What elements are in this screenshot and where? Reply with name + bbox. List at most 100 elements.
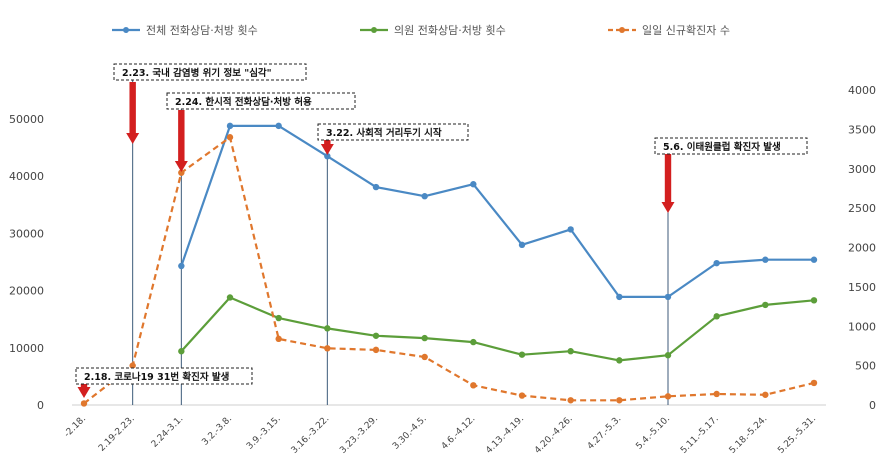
legend-marker-0	[123, 27, 129, 33]
series-point-1	[421, 334, 428, 342]
right-tick-label: 1500	[848, 281, 876, 294]
series-point-2	[762, 391, 769, 398]
x-tick-label: 3.23.-3.29.	[338, 414, 380, 456]
annotation-box	[113, 63, 307, 81]
series-point-0	[664, 293, 672, 301]
x-tick-label: 5.18.-5.24.	[728, 414, 770, 456]
series-point-0	[518, 241, 526, 249]
legend-label-2: 일일 신규확진자 수	[642, 23, 730, 37]
series-point-0	[372, 183, 380, 191]
event-arrow	[77, 381, 91, 398]
legend-label-1: 의원 전화상담·처방 횟수	[394, 24, 506, 37]
annotation-label: 5.6. 이태원클럽 확진자 발생	[663, 141, 781, 153]
series-point-0	[470, 181, 477, 188]
series-lines	[80, 122, 818, 407]
series-point-2	[324, 345, 331, 352]
series-point-0	[810, 256, 818, 263]
series-point-2	[664, 393, 672, 400]
annotations: 2.18. 코로나19 31번 확진자 발생 2.23. 국내 감염병 위기 정보…	[75, 63, 808, 398]
event-arrow	[126, 82, 140, 144]
series-point-1	[616, 357, 623, 364]
annotation-box	[166, 92, 356, 110]
series-point-2	[129, 362, 136, 369]
right-tick-label: 1000	[848, 320, 876, 333]
series-point-0	[226, 122, 234, 130]
right-tick-label: 500	[855, 360, 876, 373]
series-point-1	[762, 301, 769, 309]
series-point-0	[275, 122, 282, 130]
series-point-1	[226, 294, 234, 301]
series-point-1	[470, 338, 477, 346]
x-tick-label: 4.27.-5.3.	[586, 414, 624, 452]
x-tick-label: 4.13.-4.19.	[484, 414, 526, 456]
annotation-box	[317, 123, 469, 141]
legend-marker-2	[619, 27, 625, 33]
x-tick-label: 3.9.-3.15.	[245, 414, 283, 452]
series-point-2	[226, 134, 234, 141]
series-point-1	[567, 348, 574, 355]
series-point-1	[275, 314, 282, 322]
series-point-1	[178, 348, 185, 355]
series-point-1	[810, 297, 818, 304]
series-line-2	[83, 136, 815, 405]
x-tick-label: 2.19-2.23.	[97, 414, 137, 454]
series-point-2	[178, 169, 185, 176]
series-point-1	[324, 325, 331, 332]
event-arrow	[320, 140, 334, 155]
series-point-0	[762, 256, 769, 263]
annotation-label: 2.18. 코로나19 31번 확진자 발생	[84, 371, 229, 383]
series-point-1	[518, 351, 526, 358]
series-point-0	[567, 226, 574, 233]
left-tick-label: 10000	[9, 342, 44, 355]
right-tick-label: 3500	[848, 123, 876, 136]
annotation-box	[75, 367, 253, 385]
x-tick-label: 5.4.-5.10.	[634, 414, 672, 452]
annotation-label: 3.22. 사회적 거리두기 시작	[326, 127, 442, 139]
right-tick-label: 2500	[848, 202, 876, 215]
annotation-label: 2.23. 국내 감염병 위기 정보 "심각"	[122, 67, 272, 79]
right-tick-label: 3000	[848, 163, 876, 176]
series-point-1	[664, 352, 672, 359]
series-point-2	[810, 379, 818, 387]
x-tick-label: -2.18.	[63, 414, 89, 440]
left-tick-label: 40000	[9, 170, 44, 183]
x-tick-label: 3.16.-3.22.	[290, 414, 332, 456]
left-tick-label: 50000	[9, 113, 44, 126]
right-tick-label: 0	[869, 399, 876, 412]
series-point-0	[616, 293, 623, 301]
x-tick-label: 3.30.-4.5.	[391, 414, 429, 452]
x-tick-label: 4.6.-4.12.	[440, 414, 478, 452]
right-tick-label: 2000	[848, 242, 876, 255]
series-point-0	[713, 259, 720, 267]
legend-marker-1	[371, 27, 377, 33]
event-arrow	[661, 154, 675, 213]
legend: 전체 전화상담·처방 횟수 의원 전화상담·처방 횟수 일일 신규확진자 수	[112, 23, 730, 37]
left-tick-label: 30000	[9, 227, 44, 240]
series-point-1	[713, 313, 720, 320]
right-tick-label: 4000	[848, 84, 876, 97]
series-point-2	[616, 397, 623, 404]
series-point-0	[421, 193, 428, 200]
annotation-box	[654, 137, 808, 155]
series-point-0	[324, 152, 331, 160]
event-arrow	[174, 110, 188, 172]
left-tick-label: 0	[37, 399, 44, 412]
series-point-2	[518, 392, 526, 399]
series-point-2	[421, 353, 428, 361]
x-tick-label: 2.24-3.1.	[150, 414, 186, 450]
x-tick-label: 3.2.-3.8.	[200, 414, 234, 448]
series-point-2	[275, 335, 282, 343]
series-point-2	[80, 400, 88, 407]
series-point-2	[470, 382, 477, 389]
x-tick-label: 5.11.-5.17.	[679, 414, 721, 456]
x-tick-label: 5.25.-5.31.	[776, 414, 818, 456]
series-point-2	[713, 390, 720, 398]
series-line-1	[180, 296, 815, 362]
series-line-0	[180, 124, 814, 298]
series-point-1	[372, 332, 380, 339]
x-tick-label: 4.20.-4.26.	[533, 414, 575, 456]
series-point-0	[178, 262, 185, 270]
annotation-label: 2.24. 한시적 전화상담·처방 허용	[175, 96, 312, 108]
